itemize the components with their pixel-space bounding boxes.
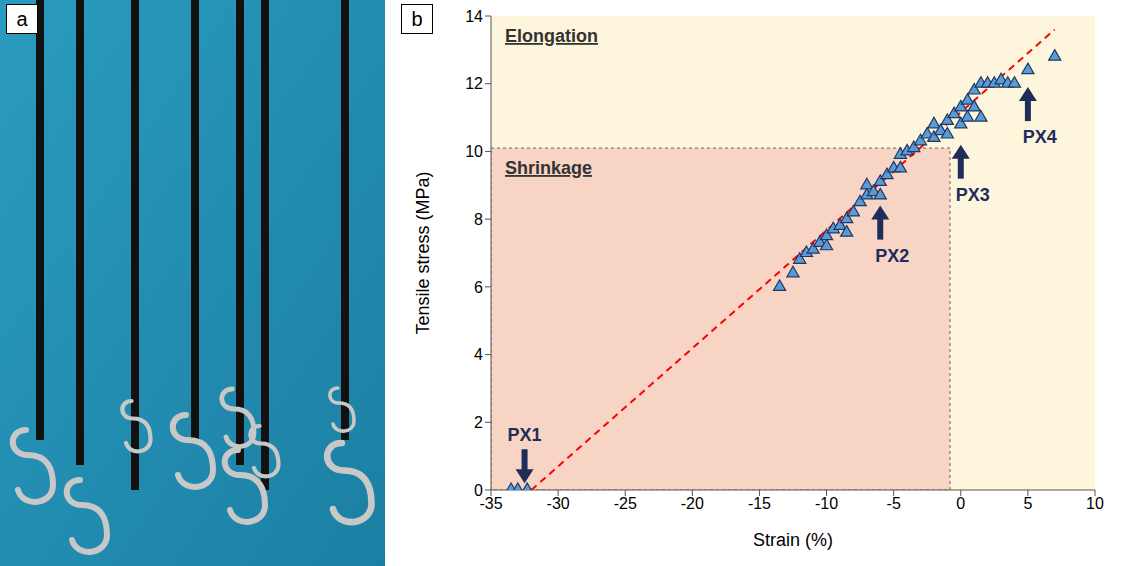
svg-text:10: 10	[1086, 495, 1104, 512]
svg-text:10: 10	[465, 143, 483, 160]
html-text:a: a	[16, 8, 28, 30]
svg-text:-25: -25	[614, 495, 637, 512]
svg-text:PX3: PX3	[956, 185, 990, 205]
svg-text:Shrinkage: Shrinkage	[505, 158, 592, 178]
svg-text:8: 8	[474, 211, 483, 228]
svg-text:-35: -35	[479, 495, 503, 513]
svg-text:0: 0	[956, 495, 965, 512]
svg-text:PX4: PX4	[1023, 127, 1057, 147]
svg-text:14: 14	[465, 8, 483, 25]
svg-text:Tensile stress (MPa): Tensile stress (MPa)	[413, 171, 433, 334]
svg-text:5: 5	[1023, 495, 1032, 512]
svg-text:PX1: PX1	[508, 425, 542, 445]
svg-text:PX2: PX2	[875, 246, 909, 266]
svg-text:6: 6	[474, 279, 483, 296]
svg-text:-30: -30	[547, 495, 570, 512]
svg-text:-15: -15	[748, 495, 771, 512]
svg-text:-20: -20	[681, 495, 704, 512]
svg-text:12: 12	[465, 75, 483, 92]
svg-text:0: 0	[474, 482, 483, 499]
html-text:b: b	[411, 8, 423, 30]
svg-text:-10: -10	[815, 495, 838, 512]
svg-text:Elongation: Elongation	[505, 26, 598, 46]
svg-text:Strain (%): Strain (%)	[753, 530, 833, 550]
svg-text:4: 4	[474, 346, 483, 363]
svg-text:-5: -5	[887, 495, 901, 512]
svg-text:2: 2	[474, 414, 483, 431]
